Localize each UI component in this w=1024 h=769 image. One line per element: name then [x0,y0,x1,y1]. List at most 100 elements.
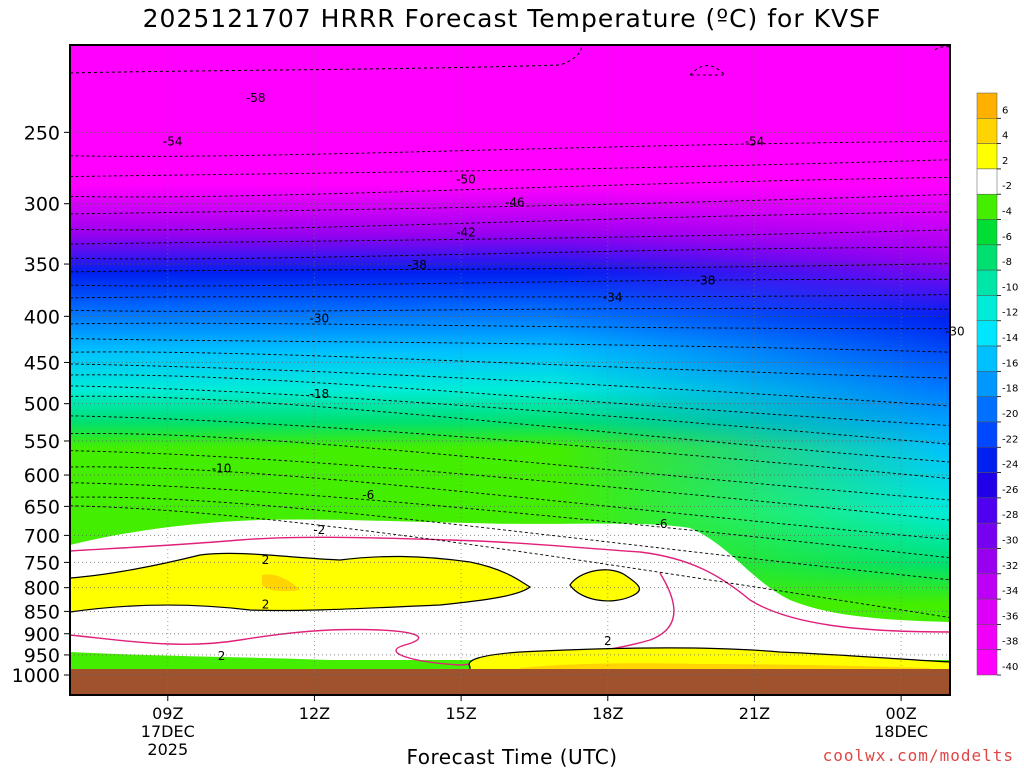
isotherm-contour [69,140,951,157]
colorbar-swatch [976,143,998,170]
colorbar-label: -14 [1002,333,1018,344]
colorbar-label: -8 [1002,257,1012,268]
x-tick-label: 09Z [152,704,183,723]
colorbar-swatch [976,396,998,423]
colorbar-swatch [976,269,998,296]
contour-label-text: -34 [603,290,623,304]
isotherm-contour [69,176,951,198]
contour-label-text: -30 [310,311,330,325]
isotherm-contour [69,246,951,260]
top-contour-right [934,46,950,51]
colorbar-label: -40 [1002,662,1018,673]
contour-label: -54 [163,135,183,149]
isotherm-contour [69,374,951,427]
x-tick-label: 2025 [147,740,188,759]
colorbar-label: -26 [1002,485,1018,496]
x-tick-label: 21Z [739,704,770,723]
isotherm-contour [69,294,951,299]
colorbar-swatch [976,92,998,119]
top-contour-small [688,65,727,76]
y-tick-label: 700 [24,525,60,547]
isotherm-contour [69,385,951,445]
contour-label-text: -30 [945,325,965,339]
isotherm-contour [69,211,951,231]
colorbar-swatch [976,573,998,600]
isotherm-contours [69,140,951,619]
colorbar-swatch [976,624,998,650]
y-tick-label: 600 [24,465,60,487]
isotherm-contour [69,433,951,501]
colorbar-label: -6 [1002,232,1012,243]
surface-warm-band-orange [520,663,930,670]
contour-label-text: 2 [262,553,270,567]
colorbar-label: -2 [1002,181,1012,192]
isotherm-contour [69,351,951,379]
colorbar-swatch [976,522,998,549]
colorbar-label: -24 [1002,460,1018,471]
contour-label: -38 [407,258,427,272]
top-contour [70,45,582,74]
y-tick-label: 350 [24,254,60,276]
y-tick-label: 1000 [12,665,60,687]
x-axis-title: Forecast Time (UTC) [406,745,618,769]
contour-label: -6 [656,517,668,531]
colorbar-label: -10 [1002,282,1018,293]
contour-label-text: -18 [310,387,330,401]
x-tick-label: 18DEC [874,722,928,741]
contour-label: 2 [604,634,612,648]
isotherm-contour [69,322,951,330]
isotherm-contour [69,505,951,619]
contour-label: -38 [696,273,716,287]
contour-label: -30 [310,311,330,325]
contour-label-text: -6 [362,488,374,502]
isotherm-contour [69,307,951,312]
colorbar-label: -38 [1002,637,1018,648]
contour-label-text: 2 [218,649,226,663]
low-level-cold-band [70,652,410,667]
isotherm-contour [69,450,951,521]
isotherm-contour [69,415,951,479]
y-tick-label: 300 [24,194,60,216]
isotherm-contour [69,229,951,245]
x-tick-label: 15Z [445,704,476,723]
colorbar-label: 2 [1002,156,1008,167]
colorbar-label: 6 [1002,105,1008,116]
colorbar-label: -22 [1002,434,1018,445]
colorbar-swatch [976,320,998,347]
contour-label: 2 [262,597,270,611]
contour-label-text: -38 [407,258,427,272]
y-tick-label: 650 [24,496,60,518]
contour-label: -2 [313,523,325,537]
colorbar-swatch [976,497,998,524]
contour-label-text: -38 [696,273,716,287]
contour-label-text: -42 [456,226,476,240]
colorbar-swatch [976,371,998,397]
contour-label: -30 [945,325,965,339]
x-tick-label: 17DEC [141,722,195,741]
contour-label-text: 2 [262,597,270,611]
y-tick-label: 500 [24,394,60,416]
contour-label: -46 [505,195,525,209]
colorbar-swatch [976,295,998,321]
x-tick-label: 18Z [592,704,623,723]
contour-label: -54 [745,135,765,149]
x-tick-label: 12Z [299,704,330,723]
contour-label-text: -6 [656,517,668,531]
colorbar-swatch [976,244,998,271]
contour-label: -6 [362,488,374,502]
warm-pocket-small [262,574,300,592]
contour-label-text: -46 [505,195,525,209]
colorbar-label: -4 [1002,207,1012,218]
isotherm-contour [69,278,951,287]
plot-frame [69,44,951,696]
y-tick-label: 850 [24,601,60,623]
colorbar-swatch [976,118,998,144]
above-freezing-pocket [569,569,641,602]
y-tick-label: 750 [24,552,60,574]
contour-label-text: -54 [745,135,765,149]
y-tick-label: 450 [24,352,60,374]
contour-label-text: -54 [163,135,183,149]
x-tick-label: 00Z [885,704,916,723]
